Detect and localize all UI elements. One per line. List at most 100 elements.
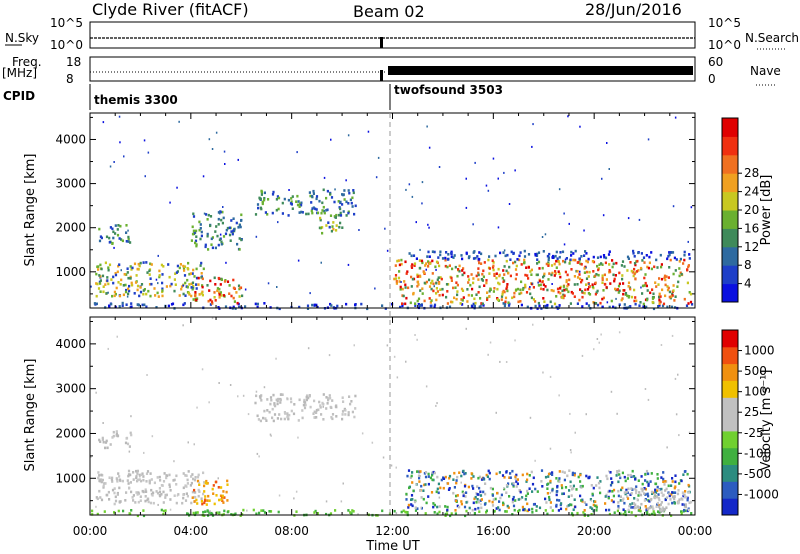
data-cell	[239, 225, 242, 229]
data-cell	[576, 270, 579, 273]
data-dot	[386, 344, 389, 347]
data-cell	[121, 479, 124, 483]
data-dot	[608, 470, 610, 473]
data-dot	[276, 286, 278, 288]
data-cell	[215, 494, 218, 497]
data-cell	[532, 503, 536, 506]
freq-label: Freq.	[12, 55, 42, 69]
data-cell	[129, 512, 132, 516]
data-cell	[208, 289, 211, 292]
data-cell	[617, 494, 620, 498]
data-cell	[668, 492, 671, 496]
data-cell	[521, 505, 524, 509]
data-cell	[175, 271, 178, 274]
data-cell	[548, 495, 551, 499]
data-cell	[678, 260, 681, 263]
data-cell	[411, 498, 414, 501]
data-cell	[564, 270, 567, 274]
data-cell	[118, 486, 121, 490]
data-cell	[263, 302, 266, 305]
data-cell	[315, 195, 319, 198]
data-cell	[455, 297, 458, 301]
data-cell	[555, 493, 558, 497]
data-cell	[238, 237, 241, 240]
data-cell	[477, 500, 481, 504]
data-cell	[275, 198, 278, 201]
data-cell	[366, 307, 369, 311]
data-cell	[130, 302, 133, 305]
data-cell	[535, 273, 538, 277]
data-cell	[174, 283, 177, 286]
data-cell	[472, 302, 475, 306]
data-cell	[102, 486, 105, 489]
data-cell	[413, 262, 417, 265]
data-cell	[425, 280, 428, 284]
data-cell	[473, 497, 476, 501]
data-cell	[455, 499, 458, 503]
data-dot	[126, 295, 129, 298]
data-cell	[196, 475, 200, 479]
data-cell	[456, 504, 459, 508]
data-cell	[393, 277, 396, 281]
data-cell	[616, 470, 619, 473]
data-cell	[401, 302, 404, 305]
data-cell	[452, 256, 455, 259]
data-cell	[464, 495, 467, 498]
data-cell	[124, 441, 128, 445]
data-cell	[632, 249, 635, 253]
data-cell	[318, 199, 321, 203]
data-cell	[342, 210, 345, 213]
data-cell	[349, 198, 352, 202]
data-dot	[415, 221, 417, 224]
data-cell	[194, 294, 197, 297]
data-dot	[601, 177, 603, 180]
data-cell	[206, 218, 209, 221]
data-cell	[204, 245, 207, 249]
data-cell	[200, 497, 203, 500]
data-cell	[218, 511, 221, 514]
data-cell	[534, 487, 537, 491]
data-cell	[405, 511, 408, 514]
data-cell	[260, 190, 263, 193]
data-cell	[580, 486, 583, 489]
data-cell	[150, 488, 153, 492]
data-cell	[478, 251, 481, 254]
data-cell	[300, 203, 303, 207]
data-cell	[538, 267, 541, 270]
data-cell	[535, 254, 539, 257]
data-cell	[688, 501, 691, 505]
data-cell	[665, 506, 668, 509]
data-cell	[536, 252, 539, 256]
data-cell	[209, 298, 212, 302]
data-cell	[448, 474, 452, 478]
data-cell	[309, 194, 312, 198]
data-cell	[225, 228, 228, 232]
data-cell	[323, 211, 326, 215]
data-cell	[338, 225, 341, 229]
data-cell	[664, 489, 667, 492]
data-dot	[400, 281, 402, 283]
data-cell	[452, 286, 455, 290]
data-cell	[427, 250, 430, 254]
data-cell	[430, 281, 433, 285]
data-cell	[521, 496, 524, 499]
data-cell	[558, 272, 561, 275]
data-cell	[127, 237, 130, 241]
data-cell	[536, 490, 539, 493]
data-cell	[311, 207, 314, 210]
nsky-tick-top: 10^5	[50, 16, 83, 30]
data-cell	[658, 292, 661, 296]
data-cell	[423, 483, 426, 487]
data-cell	[553, 302, 557, 306]
y-tick-label: 3000	[55, 382, 86, 396]
data-cell	[622, 282, 625, 285]
data-dot	[602, 214, 605, 217]
data-cell	[479, 297, 482, 300]
data-cell	[679, 257, 682, 261]
data-cell	[439, 288, 442, 291]
data-cell	[255, 512, 258, 516]
data-cell	[523, 261, 526, 265]
data-cell	[432, 289, 435, 293]
data-cell	[115, 286, 118, 290]
data-cell	[168, 485, 171, 489]
